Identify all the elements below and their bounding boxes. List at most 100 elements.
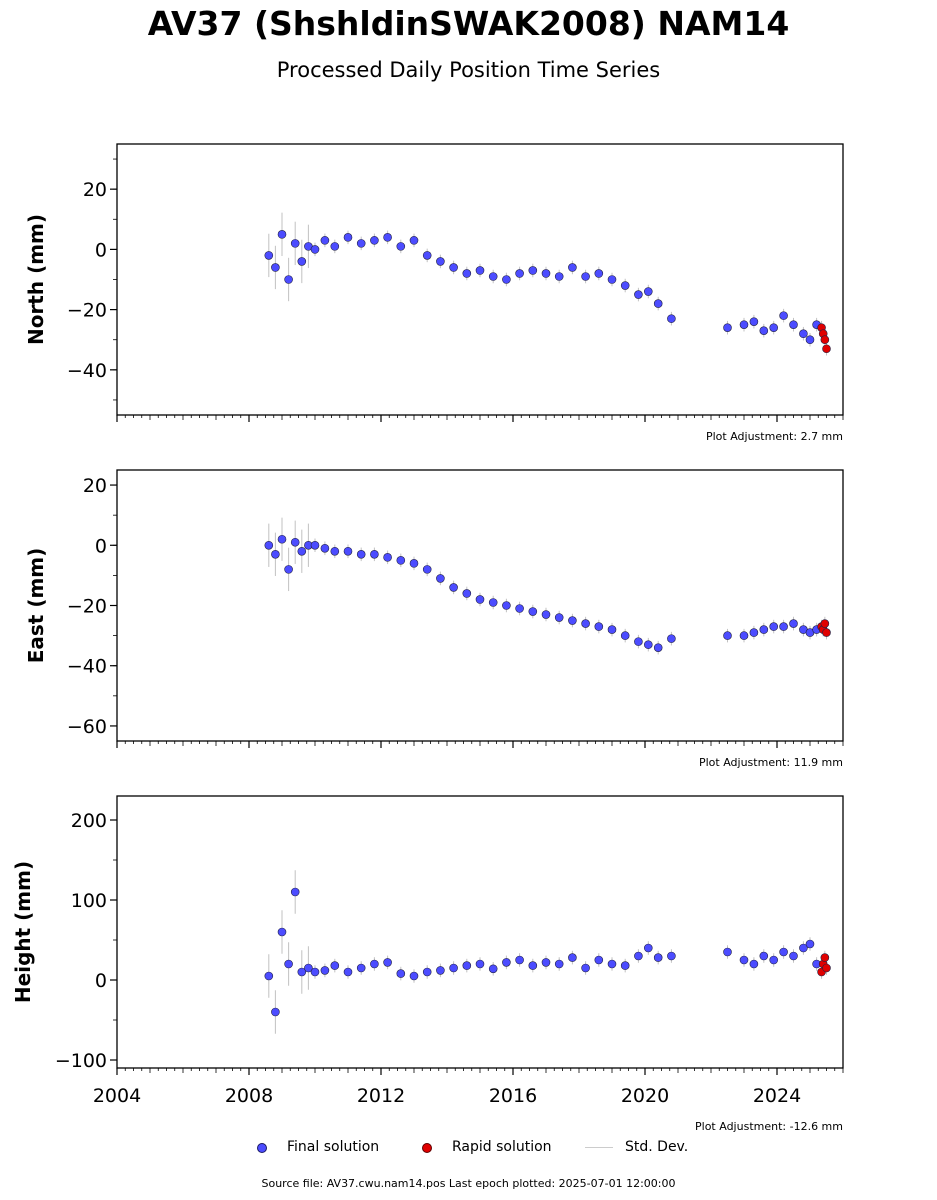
data-point xyxy=(643,943,653,953)
data-point xyxy=(749,959,759,969)
data-point xyxy=(356,550,366,559)
data-point xyxy=(502,275,511,284)
data-point xyxy=(581,619,590,628)
data-point xyxy=(568,616,577,625)
x-tick-label: 2004 xyxy=(93,1085,141,1107)
plot-adjustment: Plot Adjustment: -12.6 mm xyxy=(695,1120,843,1133)
data-point xyxy=(277,534,287,544)
data-point xyxy=(620,961,630,970)
data-point xyxy=(607,959,617,969)
data-point xyxy=(277,927,287,937)
data-point xyxy=(343,546,353,556)
data-point xyxy=(396,969,406,978)
x-tick-label: 2016 xyxy=(489,1085,537,1107)
x-tick-label: 2012 xyxy=(357,1085,405,1107)
data-point xyxy=(515,604,524,613)
data-point xyxy=(653,953,663,962)
data-point xyxy=(805,335,815,345)
data-point xyxy=(310,245,320,254)
data-point xyxy=(634,637,643,646)
data-point xyxy=(769,622,779,631)
data-point xyxy=(554,613,564,622)
data-point xyxy=(620,631,630,640)
legend-item-final: Final solution xyxy=(255,1138,379,1156)
data-point xyxy=(284,275,293,284)
data-point xyxy=(594,269,604,278)
data-point xyxy=(581,963,590,973)
legend-marker-final xyxy=(257,1143,267,1153)
y-tick-label: −40 xyxy=(67,656,107,678)
data-point xyxy=(284,565,293,574)
y-tick-label: 20 xyxy=(83,179,107,201)
y-tick-label: −20 xyxy=(67,596,107,618)
data-point xyxy=(634,951,643,961)
data-point xyxy=(779,947,788,957)
series-rapid xyxy=(817,323,831,354)
plot-frame xyxy=(116,143,844,416)
data-point xyxy=(653,643,663,652)
data-point xyxy=(653,299,663,308)
data-point xyxy=(620,281,630,290)
data-point xyxy=(515,955,524,965)
source-footer: Source file: AV37.cwu.nam14.pos Last epo… xyxy=(261,1177,676,1190)
data-point xyxy=(475,959,485,969)
data-point xyxy=(436,257,445,266)
data-point xyxy=(667,314,676,323)
data-point xyxy=(568,953,577,962)
data-point xyxy=(769,323,779,332)
data-point xyxy=(739,320,749,329)
data-point xyxy=(370,236,379,245)
series-final xyxy=(264,230,821,345)
x-tick-label: 2024 xyxy=(753,1085,801,1107)
x-tick-label: 2020 xyxy=(621,1085,669,1107)
data-point xyxy=(449,583,458,592)
legend-marker-std xyxy=(585,1147,613,1148)
data-point xyxy=(383,233,392,242)
data-point xyxy=(568,263,577,272)
data-point xyxy=(723,947,732,957)
data-point xyxy=(488,964,498,974)
data-point xyxy=(271,550,280,559)
data-point xyxy=(528,266,538,275)
data-point xyxy=(594,955,604,965)
data-point xyxy=(264,251,274,260)
data-point xyxy=(284,959,293,969)
y-tick-label: −20 xyxy=(67,300,107,322)
data-point xyxy=(320,966,330,975)
data-point xyxy=(643,640,653,649)
data-point xyxy=(607,625,617,634)
data-point xyxy=(290,887,300,897)
series-rapid xyxy=(817,619,831,637)
data-point xyxy=(304,963,313,973)
data-point xyxy=(475,266,485,275)
plot-adjustment: Plot Adjustment: 11.9 mm xyxy=(699,756,843,769)
data-point xyxy=(396,556,406,565)
data-point xyxy=(528,961,538,970)
x-tick-label: 2008 xyxy=(225,1085,273,1107)
data-point xyxy=(822,628,831,637)
data-point xyxy=(475,595,485,604)
data-point xyxy=(436,966,445,975)
data-point xyxy=(264,540,274,550)
legend-label-rapid: Rapid solution xyxy=(452,1139,552,1155)
data-point xyxy=(723,631,732,640)
data-point xyxy=(739,631,749,640)
std-dev-bars xyxy=(268,212,827,356)
data-point xyxy=(822,963,831,973)
data-point xyxy=(409,559,419,568)
data-point xyxy=(723,323,732,332)
legend-item-std: Std. Dev. xyxy=(585,1138,688,1156)
data-point xyxy=(310,540,320,550)
data-point xyxy=(541,958,551,967)
data-point xyxy=(297,257,307,266)
y-tick-label: 200 xyxy=(71,810,107,832)
data-point xyxy=(488,598,498,607)
legend-label-std: Std. Dev. xyxy=(625,1139,689,1155)
data-point xyxy=(667,951,676,961)
data-point xyxy=(594,622,604,631)
plot-adjustment: Plot Adjustment: 2.7 mm xyxy=(706,430,843,443)
data-point xyxy=(409,236,419,245)
data-point xyxy=(370,550,379,559)
data-point xyxy=(799,943,808,953)
data-point xyxy=(330,546,340,556)
